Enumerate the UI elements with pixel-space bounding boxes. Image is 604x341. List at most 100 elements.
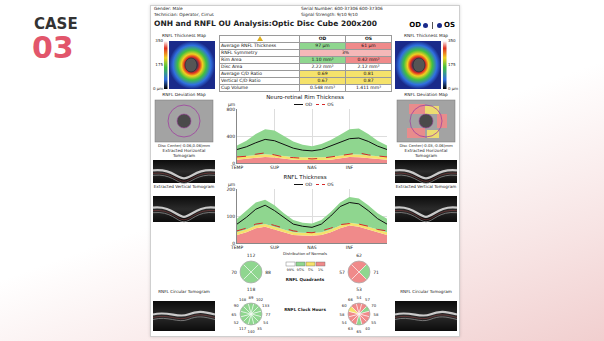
svg-text:54: 54 (342, 320, 347, 325)
html-text:3%: 3% (341, 50, 350, 55)
html-text:RNFL Circular Tomogram: RNFL Circular Tomogram (158, 289, 210, 294)
svg-text:5%: 5% (308, 268, 313, 272)
html-text:Extracted Horizontal Tomogram: Extracted Horizontal Tomogram (404, 148, 448, 158)
html-text:Technician: Operator, Cirrus: Technician: Operator, Cirrus (154, 11, 214, 17)
svg-text:52: 52 (234, 320, 239, 325)
html-text:Disc Center(-0.03,-0.06)mm: Disc Center(-0.03,-0.06)mm (399, 143, 453, 148)
svg-text:62: 62 (356, 253, 362, 258)
svg-text:0: 0 (232, 161, 235, 166)
html-text:2.12 mm²: 2.12 mm² (357, 64, 380, 69)
html-text:175: 175 (155, 61, 163, 67)
html-text:Signal Strength: 9/10 9/10: Signal Strength: 9/10 9/10 (301, 11, 358, 17)
svg-text:148: 148 (239, 297, 247, 302)
svg-text:SUP: SUP (270, 245, 279, 250)
html-text:175: 175 (448, 61, 456, 67)
svg-text:55: 55 (371, 320, 376, 325)
svg-text:40: 40 (365, 326, 370, 331)
html-text:OD: OD (305, 181, 313, 187)
html-text:0 µm: 0 µm (153, 85, 164, 91)
svg-text:58: 58 (374, 312, 379, 317)
html-text:Disc Area: Disc Area (221, 64, 243, 69)
html-text:2.22 mm²: 2.22 mm² (311, 64, 334, 69)
svg-text:89: 89 (249, 295, 254, 300)
html-text:RNFL Deviation Map: RNFL Deviation Map (162, 92, 206, 97)
html-text:RNFL Circular Tomogram: RNFL Circular Tomogram (400, 289, 452, 294)
html-text:0 µm: 0 µm (448, 85, 459, 91)
svg-text:60: 60 (342, 303, 347, 308)
svg-text:112: 112 (247, 253, 256, 258)
svg-text:99%: 99% (287, 268, 294, 272)
html-text:ONH and RNFL OU Analysis:Optic: ONH and RNFL OU Analysis:Optic Disc Cube… (154, 19, 378, 28)
svg-text:63: 63 (348, 326, 353, 331)
svg-text:µm: µm (228, 102, 235, 107)
svg-text:SUP: SUP (270, 165, 279, 170)
html-text:OS: OS (365, 36, 372, 41)
svg-text:µm: µm (228, 182, 235, 187)
html-text:RNFL Thickness Map: RNFL Thickness Map (403, 33, 448, 38)
svg-text:INF: INF (346, 165, 354, 170)
svg-text:140: 140 (247, 329, 255, 334)
svg-text:88: 88 (265, 270, 271, 275)
html-text:350: 350 (155, 37, 163, 43)
svg-text:Neuro-retinal Rim Thickness: Neuro-retinal Rim Thickness (266, 94, 344, 100)
svg-text:100: 100 (227, 214, 236, 219)
svg-text:200: 200 (227, 187, 236, 192)
svg-text:INF: INF (346, 245, 354, 250)
html-text:OD: OD (318, 36, 327, 41)
html-text:RNFL Thickness Map: RNFL Thickness Map (161, 33, 206, 38)
svg-text:66: 66 (348, 297, 353, 302)
svg-text:70: 70 (231, 270, 237, 275)
html-text:Average C/D Ratio: Average C/D Ratio (221, 71, 262, 76)
svg-text:65: 65 (232, 312, 237, 317)
svg-text:133: 133 (262, 303, 270, 308)
svg-text:54: 54 (357, 295, 362, 300)
html-text:RNFL Deviation Map: RNFL Deviation Map (404, 92, 448, 97)
svg-text:58: 58 (340, 312, 345, 317)
svg-text:70: 70 (371, 303, 376, 308)
html-text:OS: OS (444, 21, 455, 29)
svg-text:TEMP: TEMP (230, 165, 243, 170)
svg-text:RNFL Thickness: RNFL Thickness (283, 174, 326, 180)
html-text:Disc Center(-0.06,0.06)mm: Disc Center(-0.06,0.06)mm (158, 143, 210, 148)
html-text:97 µm: 97 µm (315, 43, 330, 48)
svg-text:NAS: NAS (307, 165, 316, 170)
html-text:Serial Number: 600-37306 600-3: Serial Number: 600-37306 600-37306 (301, 6, 383, 11)
svg-text:35: 35 (257, 326, 262, 331)
svg-text:800: 800 (227, 107, 236, 112)
svg-text:77: 77 (266, 312, 271, 317)
html-text:CASE: CASE (34, 15, 78, 33)
svg-text:54: 54 (263, 320, 268, 325)
html-text:0.42 mm²: 0.42 mm² (357, 57, 380, 62)
html-text:Rim Area: Rim Area (221, 57, 242, 62)
html-text:OD: OD (409, 21, 421, 29)
svg-text:1%: 1% (318, 268, 323, 272)
html-text:OS: OS (327, 181, 334, 187)
svg-text:71: 71 (373, 270, 379, 275)
html-text:61 µm: 61 µm (361, 43, 376, 48)
svg-text:NAS: NAS (307, 245, 316, 250)
svg-text:TEMP: TEMP (230, 245, 243, 250)
svg-text:117: 117 (239, 326, 247, 331)
svg-text:95%: 95% (297, 268, 304, 272)
html-text:350: 350 (448, 37, 456, 43)
svg-text:0: 0 (232, 241, 235, 246)
svg-text:102: 102 (256, 297, 264, 302)
html-text:OS: OS (327, 101, 334, 107)
html-text:Gender: Male: Gender: Male (154, 6, 183, 11)
svg-text:57: 57 (339, 270, 345, 275)
svg-text:400: 400 (227, 134, 236, 139)
svg-text:53: 53 (356, 287, 362, 292)
html-text:Average RNFL Thickness: Average RNFL Thickness (221, 43, 277, 48)
html-text:03: 03 (32, 30, 74, 65)
html-text:OD: OD (305, 101, 313, 107)
svg-text:57: 57 (365, 297, 370, 302)
svg-text:118: 118 (247, 287, 256, 292)
svg-text:65: 65 (357, 329, 362, 334)
html-text:1.10 mm²: 1.10 mm² (311, 57, 334, 62)
html-text:Extracted Vertical Tomogram: Extracted Vertical Tomogram (153, 184, 215, 189)
html-text:0.69: 0.69 (317, 71, 328, 76)
html-text:RNFL Symmetry: RNFL Symmetry (221, 50, 258, 55)
html-text:Extracted Vertical Tomogram: Extracted Vertical Tomogram (395, 184, 457, 189)
svg-text:90: 90 (234, 303, 239, 308)
html-text:Extracted Horizontal Tomogram: Extracted Horizontal Tomogram (162, 148, 206, 158)
